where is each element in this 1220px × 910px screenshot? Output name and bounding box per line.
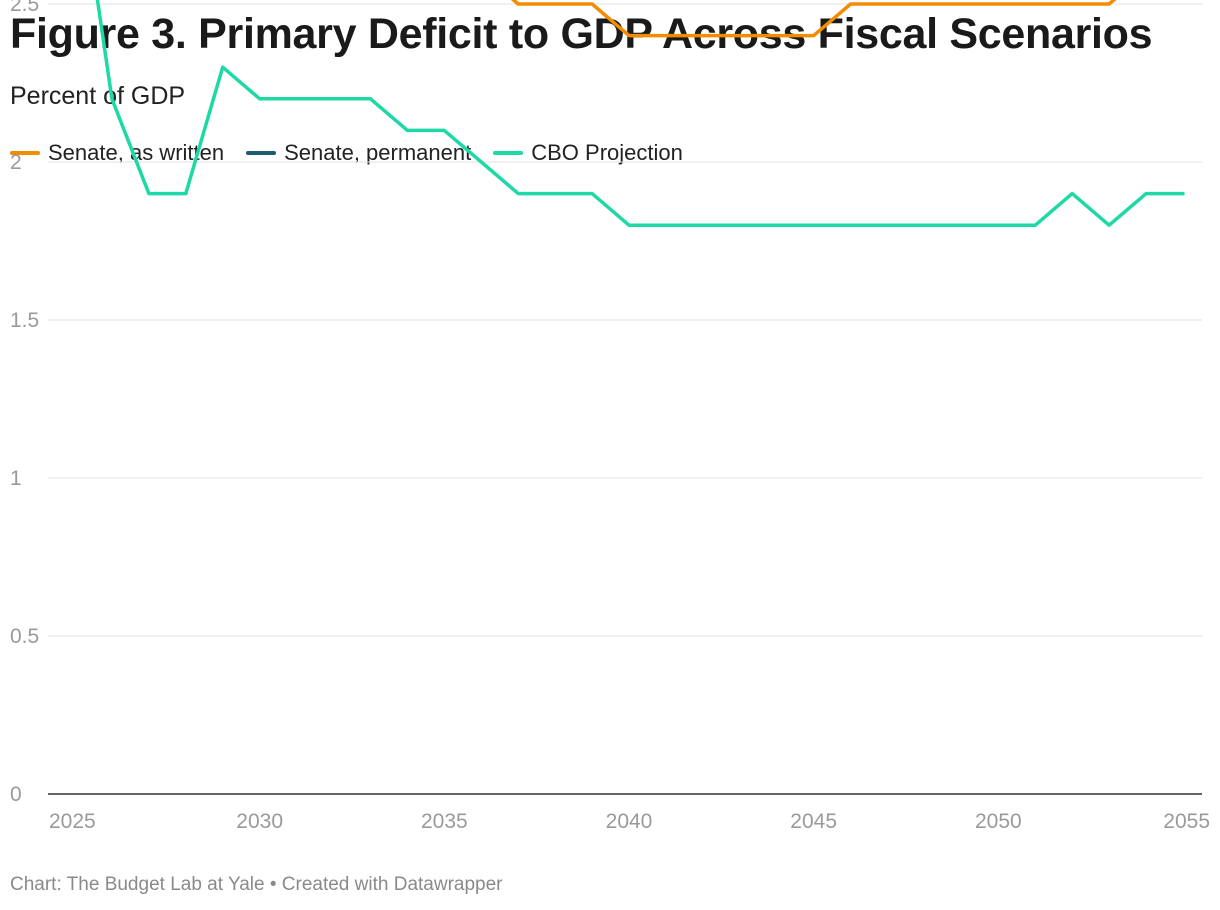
chart-title: Figure 3. Primary Deficit to GDP Across … — [10, 10, 1153, 58]
y-tick-label: 2.5 — [10, 0, 39, 16]
series-line-senate-as-written[interactable] — [75, 0, 1183, 38]
x-tick-label: 2045 — [790, 810, 837, 833]
chart-credit: Chart: The Budget Lab at Yale • Created … — [10, 874, 503, 895]
legend-label: CBO Projection — [531, 140, 683, 165]
legend-item-cbo-projection[interactable]: CBO Projection — [493, 140, 683, 166]
series-lines — [75, 0, 1185, 227]
x-tick-label: 2050 — [975, 810, 1022, 833]
gridlines — [48, 3, 1202, 795]
y-axis-ticks: 00.511.522.533.5 — [10, 0, 39, 806]
x-tick-label: 2025 — [49, 810, 96, 833]
x-tick-label: 2040 — [606, 810, 653, 833]
x-tick-label: 2055 — [1163, 810, 1210, 833]
chart-subtitle: Percent of GDP — [10, 82, 186, 110]
series-line-cbo-projection[interactable] — [75, 0, 1185, 227]
legend-item-senate-permanent[interactable]: Senate, permanent — [246, 140, 471, 166]
x-axis-ticks: 2025 2030 2035 2040 2045 2050 2055 — [49, 810, 1210, 833]
y-tick-label: 1.5 — [10, 309, 39, 332]
y-tick-label: 0.5 — [10, 625, 39, 648]
y-tick-label: 1 — [10, 467, 22, 490]
x-tick-label: 2035 — [421, 810, 468, 833]
y-tick-label: 0 — [10, 783, 22, 806]
legend-swatch — [246, 151, 277, 155]
legend-swatch — [493, 151, 524, 155]
legend: Senate, as written Senate, permanent CBO… — [10, 140, 705, 166]
y-tick-label: 2 — [10, 151, 22, 174]
legend-swatch — [10, 151, 40, 155]
x-tick-label: 2030 — [236, 810, 283, 833]
legend-label: Senate, permanent — [284, 140, 472, 165]
